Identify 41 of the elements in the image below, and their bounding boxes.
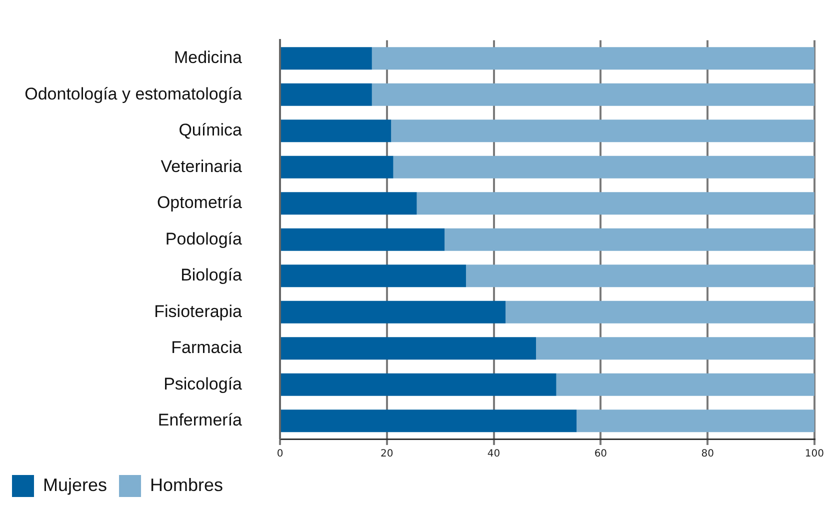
y-tick-label: Enfermería — [158, 410, 243, 430]
x-tick-label: 20 — [380, 448, 394, 460]
bar — [506, 300, 814, 324]
bar — [372, 83, 814, 106]
bar — [391, 120, 814, 142]
x-tick-label: 100 — [804, 448, 824, 460]
x-tick-label: 80 — [701, 448, 714, 460]
bar — [281, 228, 445, 251]
y-tick-label: Biología — [180, 266, 243, 285]
bar — [576, 410, 814, 432]
y-tick-label: Optometría — [156, 193, 243, 212]
bar — [281, 410, 577, 432]
bar — [556, 373, 814, 396]
y-tick-label: Odontología y estomatología — [24, 84, 243, 104]
bar — [416, 192, 814, 215]
bar — [281, 337, 536, 360]
bar — [393, 156, 814, 178]
x-tick-label: 0 — [276, 448, 284, 460]
bar — [444, 228, 814, 251]
bar — [281, 300, 506, 324]
bar — [281, 264, 466, 288]
x-tick-label: 60 — [594, 448, 608, 460]
y-tick-label: Farmacia — [171, 338, 243, 358]
y-tick-label: Fisioterapia — [154, 302, 243, 321]
y-tick-label: Psicología — [164, 374, 243, 394]
bar — [281, 156, 394, 178]
y-tick-label: Química — [178, 120, 243, 140]
bar — [281, 47, 372, 70]
x-tick-label: 40 — [487, 448, 500, 460]
y-tick-label: Medicina — [174, 48, 243, 68]
y-tick-label: Veterinaria — [160, 156, 243, 176]
bar — [536, 337, 814, 360]
bar — [372, 47, 814, 70]
bar — [281, 83, 372, 106]
legend-label: Hombres — [150, 474, 224, 495]
bar — [281, 192, 417, 215]
bar — [466, 264, 814, 288]
legend-label: Mujeres — [43, 474, 108, 495]
bar — [281, 120, 392, 142]
bar — [281, 373, 556, 396]
y-tick-label: Podología — [165, 229, 243, 248]
